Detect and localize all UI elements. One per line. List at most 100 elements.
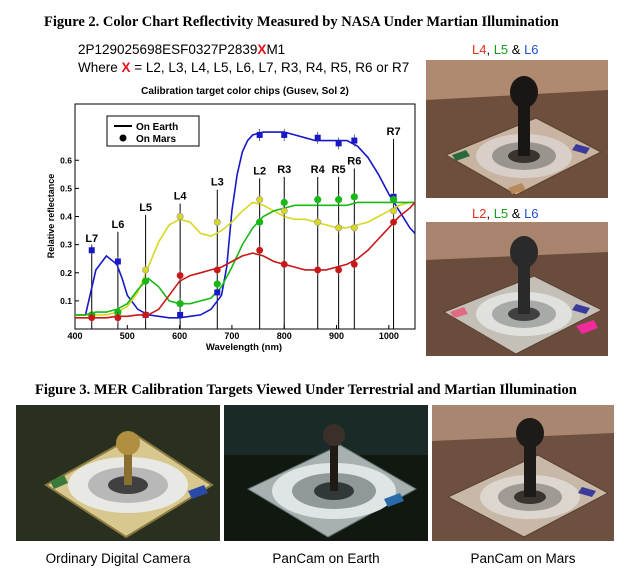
mars-point-1-6 (280, 207, 288, 215)
mars-point-0-3 (177, 311, 184, 318)
legend-mars-label: On Mars (136, 134, 176, 145)
mars-photo-bottom (426, 222, 608, 356)
y-tick-label-4: 0.5 (60, 183, 72, 193)
legend-earth-label: On Earth (136, 122, 178, 133)
mars-point-1-5 (256, 196, 264, 204)
x-tick-label-700: 700 (224, 331, 239, 341)
mars-point-2-8 (335, 196, 343, 204)
figure-3-title: Figure 3. MER Calibration Targets Viewed… (35, 382, 577, 398)
caption-pancam-mars: PanCam on Mars (470, 551, 576, 566)
mars-point-2-7 (314, 196, 322, 204)
mars-point-3-5 (256, 246, 264, 254)
x-tick-label-400: 400 (67, 331, 82, 341)
mars-point-2-6 (280, 198, 288, 207)
filter-label-r4: R4 (311, 164, 326, 176)
mars-point-2-3 (176, 300, 184, 308)
caption-digital-camera: Ordinary Digital Camera (45, 551, 191, 566)
x-axis-label: Wavelength (nm) (206, 342, 282, 353)
x-tick-label-800: 800 (277, 331, 292, 341)
filter-label-l3: L3 (211, 177, 224, 189)
earth-curve-0 (75, 131, 416, 319)
mars-point-2-5 (256, 218, 264, 226)
mars-photo-top-image (426, 60, 608, 198)
photo-top-label-l6: L6 (524, 42, 539, 57)
caption-pancam-earth: PanCam on Earth (272, 551, 380, 566)
y-tick-label-3: 0.4 (60, 212, 72, 222)
photo-bottom-label: L2, L5 & L6 (472, 206, 539, 221)
figure-2-title: Figure 2. Color Chart Reflectivity Measu… (44, 14, 559, 30)
mars-point-0-9 (351, 137, 358, 144)
photo-top-label-l5: L5 (493, 42, 509, 57)
reflectance-chart: Calibration target color chips (Gusev, S… (46, 86, 416, 353)
mars-point-0-0 (88, 247, 95, 254)
filter-label-l5: L5 (139, 202, 152, 214)
y-tick-label-0: 0.1 (60, 296, 72, 306)
photo-digital-camera (16, 405, 220, 541)
y-tick-label-2: 0.3 (60, 240, 72, 250)
mars-point-2-4 (213, 280, 221, 288)
earth-curve-1 (75, 201, 415, 316)
filter-label-l6: L6 (111, 219, 124, 231)
mars-point-1-3 (176, 213, 184, 221)
photo-pancam-earth (224, 405, 428, 541)
legend: On Earth On Mars (106, 115, 200, 147)
x-tick-label-500: 500 (120, 331, 135, 341)
mars-point-0-4 (214, 289, 221, 296)
x-tick-label-900: 900 (329, 331, 344, 341)
earth-curve-3 (75, 201, 416, 319)
mars-point-1-2 (142, 266, 150, 274)
filename-prefix: 2P129025698ESF0327P2839 (78, 42, 258, 57)
where-x: X (121, 60, 131, 75)
photo-bottom-label-l6: L6 (524, 206, 539, 221)
x-ticks: 400 500 600 700 800 900 1000 (67, 325, 399, 341)
photo-top-label-l4: L4 (472, 42, 487, 57)
photo-pancam-mars (432, 405, 614, 541)
mars-point-0-8 (335, 140, 342, 147)
mars-point-2-9 (350, 193, 358, 201)
photo-top-label-sep: , (486, 42, 494, 57)
mars-point-3-2 (142, 311, 150, 319)
filter-label-r6: R6 (347, 155, 361, 167)
where-rest: = L2, L3, L4, L5, L6, L7, R3, R4, R5, R6… (130, 60, 410, 75)
filter-label-l7: L7 (85, 233, 98, 245)
mars-photo-bottom-image (426, 222, 608, 356)
filename-line: 2P129025698ESF0327P2839XM1 (78, 42, 285, 57)
y-tick-label-1: 0.2 (60, 268, 72, 278)
mars-point-3-1 (114, 314, 122, 322)
filter-label-r7: R7 (387, 126, 401, 138)
photo-bottom-label-amp: & (508, 206, 525, 221)
mars-point-2-10 (389, 196, 398, 204)
mars-point-3-9 (350, 260, 358, 268)
mars-point-3-4 (213, 266, 221, 274)
mars-points (88, 128, 398, 324)
earth-curves (75, 131, 416, 319)
photo-bottom-label-sep: , (486, 206, 494, 221)
filter-label-l4: L4 (174, 191, 188, 203)
mars-point-2-2 (142, 277, 150, 285)
legend-mars-marker (119, 134, 127, 142)
y-ticks: 0.1 0.2 0.3 0.4 0.5 0.6 (60, 155, 79, 306)
where-prefix: Where (78, 60, 122, 75)
mars-point-1-8 (335, 224, 343, 232)
mars-point-0-5 (256, 131, 263, 138)
mars-point-1-4 (213, 218, 221, 226)
where-line: Where X = L2, L3, L4, L5, L6, L7, R3, R4… (78, 60, 409, 75)
photo-bottom-label-l2: L2 (472, 206, 487, 221)
x-tick-label-600: 600 (172, 331, 187, 341)
filter-label-r3: R3 (277, 164, 291, 176)
filter-label-l2: L2 (253, 165, 266, 177)
earth-curve-2 (75, 201, 415, 316)
filename-suffix: M1 (266, 42, 286, 57)
mars-point-3-8 (335, 266, 343, 274)
photo-top-label-amp: & (508, 42, 525, 57)
mars-point-3-0 (88, 314, 96, 322)
chart-title: Calibration target color chips (Gusev, S… (141, 86, 349, 97)
mars-point-0-6 (281, 131, 288, 138)
mars-point-1-7 (314, 218, 322, 226)
mars-point-3-7 (314, 266, 322, 274)
photo-digital-camera-image (16, 405, 220, 541)
mars-photo-top (426, 60, 608, 198)
photo-pancam-mars-image (432, 405, 614, 541)
photo-top-label: L4, L5 & L6 (472, 42, 539, 57)
